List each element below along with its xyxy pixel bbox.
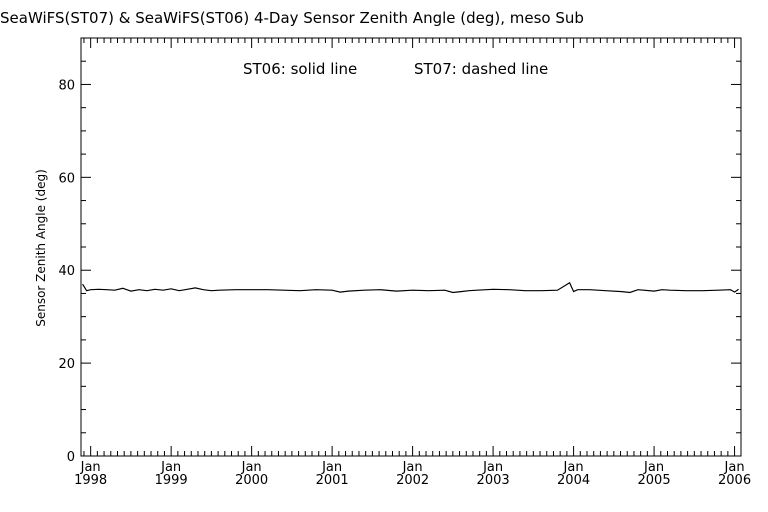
- x-tick-month: Jan: [724, 460, 745, 475]
- y-axis: 0 20 40 60 80: [58, 37, 741, 465]
- plot-border: [80, 37, 742, 457]
- legend-dashed-line: ST07: dashed line: [414, 60, 548, 78]
- x-tick-year: 2000: [235, 473, 268, 488]
- x-tick-month: Jan: [321, 460, 342, 475]
- x-tick-year: 1999: [155, 473, 188, 488]
- x-tick-month: Jan: [241, 460, 262, 475]
- x-tick-month: Jan: [80, 460, 101, 475]
- x-tick-year: 2002: [396, 473, 429, 488]
- x-tick-year: 2001: [316, 473, 349, 488]
- x-tick-year: 2003: [477, 473, 510, 488]
- x-tick-month: Jan: [563, 460, 584, 475]
- y-axis-label: Sensor Zenith Angle (deg): [34, 169, 48, 327]
- y-tick-label: 80: [58, 78, 75, 93]
- x-tick-month: Jan: [482, 460, 503, 475]
- x-tick-month: Jan: [402, 460, 423, 475]
- y-tick-label: 40: [58, 264, 75, 279]
- x-tick-year: 2005: [638, 473, 671, 488]
- x-tick-month: Jan: [643, 460, 664, 475]
- y-tick-label: 0: [67, 450, 75, 465]
- series-layer: [82, 281, 739, 294]
- chart-title: SeaWiFS(ST07) & SeaWiFS(ST06) 4-Day Sens…: [0, 9, 584, 27]
- series-line-st06: [82, 281, 739, 294]
- x-tick-year: 1998: [74, 473, 107, 488]
- x-axis: Jan1998Jan1999Jan2000Jan2001Jan2002Jan20…: [74, 38, 751, 488]
- plot-frame: [80, 37, 742, 457]
- legend-solid-line: ST06: solid line: [243, 60, 357, 78]
- y-tick-label: 20: [58, 357, 75, 372]
- y-tick-label: 60: [58, 171, 75, 186]
- x-tick-year: 2004: [557, 473, 590, 488]
- x-tick-month: Jan: [160, 460, 181, 475]
- x-tick-year: 2006: [718, 473, 751, 488]
